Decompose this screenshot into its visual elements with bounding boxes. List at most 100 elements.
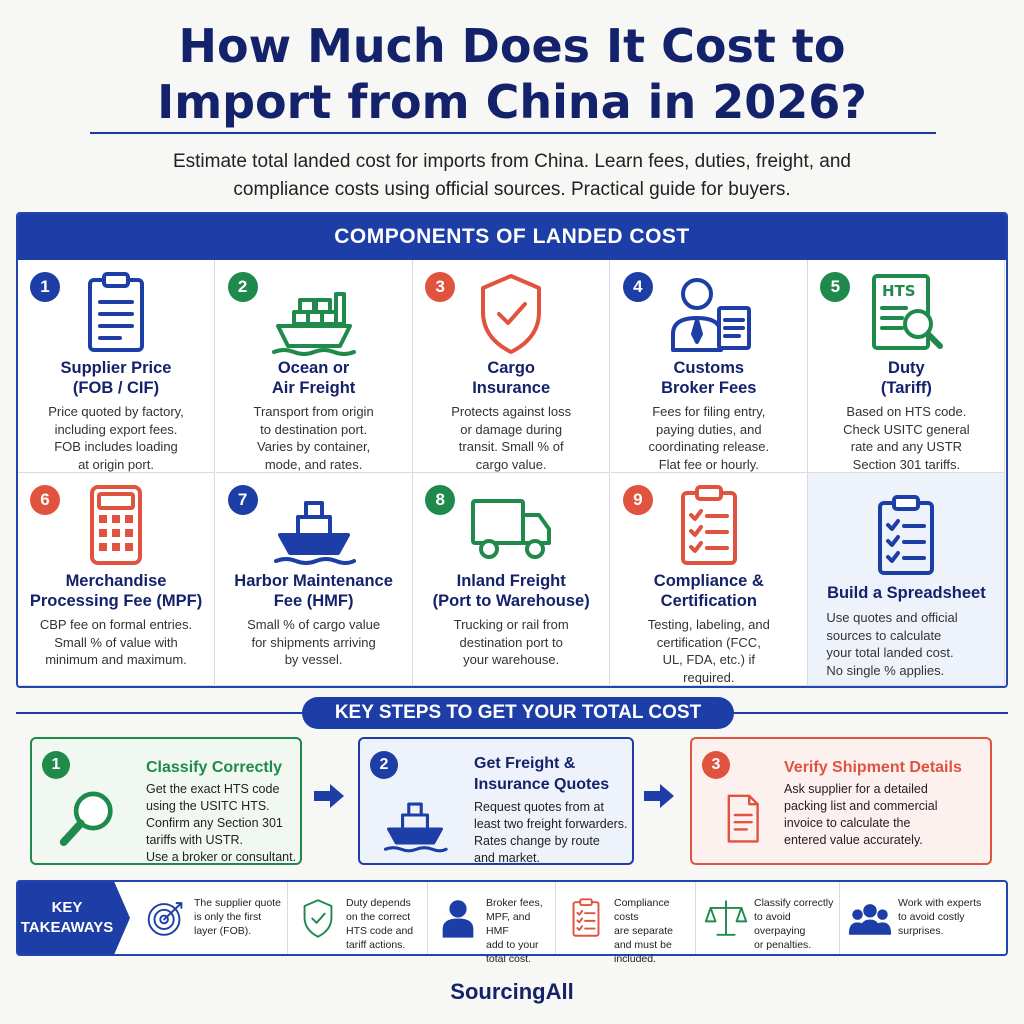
shield-check-icon (461, 268, 561, 358)
component-description-line: certification (FCC, (656, 634, 761, 650)
team-icon (846, 894, 894, 942)
ship-icon (264, 481, 364, 571)
component-title: Inland Freight (Port to Warehouse) (417, 571, 605, 611)
component-description-line: transit. Small % of (458, 439, 564, 454)
component-description-line: for shipments arriving (251, 634, 376, 650)
checklist-icon (659, 481, 759, 571)
component-title: Ocean or Air Freight (220, 358, 408, 398)
component-title: Harbor Maintenance Fee (HMF) (220, 571, 408, 611)
component-number-badge: 9 (622, 485, 653, 515)
step-description-line: least two freight forwarders. (474, 817, 628, 831)
component-number-badge: 5 (820, 272, 851, 302)
component-description-line: sources to calculate (826, 627, 942, 643)
truck-icon (461, 481, 561, 571)
step-description-line: Request quotes from at (474, 800, 604, 814)
component-description-line: Protects against loss (451, 404, 572, 419)
component-title: Merchandise Processing Fee (MPF) (22, 571, 210, 611)
component-number-badge: 8 (425, 485, 456, 515)
takeaway-text-line: Broker fees, (486, 897, 543, 909)
component-description-line: minimum and maximum. (45, 652, 187, 667)
component-description-line: cargo value. (475, 456, 547, 472)
step-number-badge: 3 (702, 751, 730, 779)
component-title-line-2: Air Freight (271, 379, 356, 397)
takeaway-text-line: HTS code and (346, 925, 414, 937)
spreadsheet-checklist-icon (856, 491, 956, 581)
calculator-icon (66, 481, 166, 571)
title-line-1: How Much Does It Cost to (178, 19, 846, 73)
component-title-line-1: Customs (673, 359, 745, 377)
component-title-line-1: Build a Spreadsheet (827, 584, 986, 602)
component-card: 9 Compliance & Certification Testing, label… (610, 473, 808, 686)
takeaway-text: Compliance costs are separate and must be i… (614, 896, 695, 966)
component-description-line: required. (683, 669, 735, 685)
component-description: Protects against loss or damage during tra… (423, 403, 599, 473)
component-description-line: Transport from origin (253, 404, 374, 419)
component-card: 5 HTS Duty (Tariff) Based on HTS code. Check … (808, 260, 1006, 473)
takeaway-text-line: are separate (614, 925, 673, 937)
component-description: CBP fee on formal entries. Small % of val… (28, 616, 204, 669)
components-panel: COMPONENTS OF LANDED COST 1 Supplier Pric… (16, 212, 1008, 688)
step-description-line: using the USITC HTS. (146, 799, 270, 813)
component-number-badge: 1 (30, 272, 60, 302)
component-title: Supplier Price (FOB / CIF) (22, 358, 210, 398)
component-title: Customs Broker Fees (615, 358, 803, 398)
arrow-right-icon (312, 782, 346, 810)
step-number-badge: 1 (42, 751, 70, 779)
svg-text:HTS: HTS (882, 282, 916, 300)
component-title-line-1: Duty (888, 359, 925, 377)
key-takeaways-panel: KEY TAKEAWAYS The supplier quote is only … (16, 880, 1008, 965)
takeaway-text-line: layer (FOB). (194, 925, 252, 937)
component-card: 8 Inland Freight (Port to Warehouse) Trucki… (413, 473, 611, 686)
component-card: 7 Harbor Maintenance Fee (HMF) Small % of c… (215, 473, 413, 686)
component-card: 6 Merchandise Processing Fee (MPF) CBP fee … (18, 473, 215, 686)
component-description-line: destination port to (459, 634, 563, 650)
subtitle-line-2: compliance costs using official sources.… (233, 179, 791, 200)
component-description: Use quotes and official sources to calcul… (826, 609, 994, 679)
shield-check-icon (294, 894, 342, 942)
component-description-line: mode, and rates. (264, 456, 363, 472)
component-number-badge: 6 (30, 485, 60, 515)
component-title: Cargo Insurance (417, 358, 605, 398)
component-title-line-1: Inland Freight (456, 572, 566, 590)
checklist-icon (562, 894, 610, 942)
takeaway-text: Work with experts to avoid costly surprise… (898, 896, 981, 938)
takeaway-item: Broker fees, MPF, and HMF add to your total… (428, 882, 556, 965)
takeaway-item: Classify correctly to avoid overpaying or … (696, 882, 840, 954)
component-number-badge: 4 (622, 272, 653, 302)
step-description-line: Ask supplier for a detailed (784, 782, 928, 796)
step-description-line: packing list and commercial (784, 799, 938, 813)
step-description-line: entered value accurately. (784, 833, 923, 847)
component-title: Duty (Tariff) (812, 358, 1000, 398)
takeaway-text-line: surprises. (898, 925, 944, 937)
document-icon (712, 783, 772, 853)
step-description-line: Confirm any Section 301 (146, 816, 283, 830)
key-takeaways-label-line-1: KEY (51, 899, 83, 916)
takeaway-text-line: total cost. (486, 953, 531, 965)
takeaway-text: The supplier quote is only the first layer… (194, 896, 281, 938)
component-card: 1 Supplier Price (FOB / CIF) Price quoted b… (18, 260, 215, 473)
component-description: Testing, labeling, and certification (FCC… (621, 616, 797, 686)
component-card: 2 Ocean or Air Freight Transport from origi… (215, 260, 413, 473)
component-title-line-2: Broker Fees (661, 379, 757, 397)
page-title: How Much Does It Cost to Import from Chi… (0, 18, 1024, 130)
key-takeaways-label: KEY TAKEAWAYS (18, 882, 130, 954)
step-description-line: Get the exact HTS code (146, 782, 280, 796)
component-title-line-1: Merchandise (65, 572, 167, 590)
step-description-line: and market. (474, 851, 541, 865)
component-description-line: UL, FDA, etc.) if (662, 652, 756, 667)
scales-icon (702, 894, 750, 942)
component-number-badge: 7 (227, 485, 258, 515)
component-description: Small % of cargo value for shipments arri… (226, 616, 402, 669)
takeaway-item: Duty depends on the correct HTS code and ta… (288, 882, 428, 954)
component-description-line: at origin port. (78, 456, 154, 472)
component-description: Transport from origin to destination port… (226, 403, 402, 473)
components-grid: 1 Supplier Price (FOB / CIF) Price quoted b… (18, 260, 1006, 686)
component-description: Price quoted by factory, including export… (28, 403, 204, 473)
takeaway-item: The supplier quote is only the first layer… (136, 882, 288, 954)
takeaway-text-line: The supplier quote (194, 897, 281, 909)
component-description-line: CBP fee on formal entries. (39, 617, 193, 632)
component-description-line: Based on HTS code. (846, 404, 967, 419)
component-title: Compliance & Certification (615, 571, 803, 611)
component-description-line: by vessel. (284, 652, 343, 667)
target-icon (142, 894, 190, 942)
